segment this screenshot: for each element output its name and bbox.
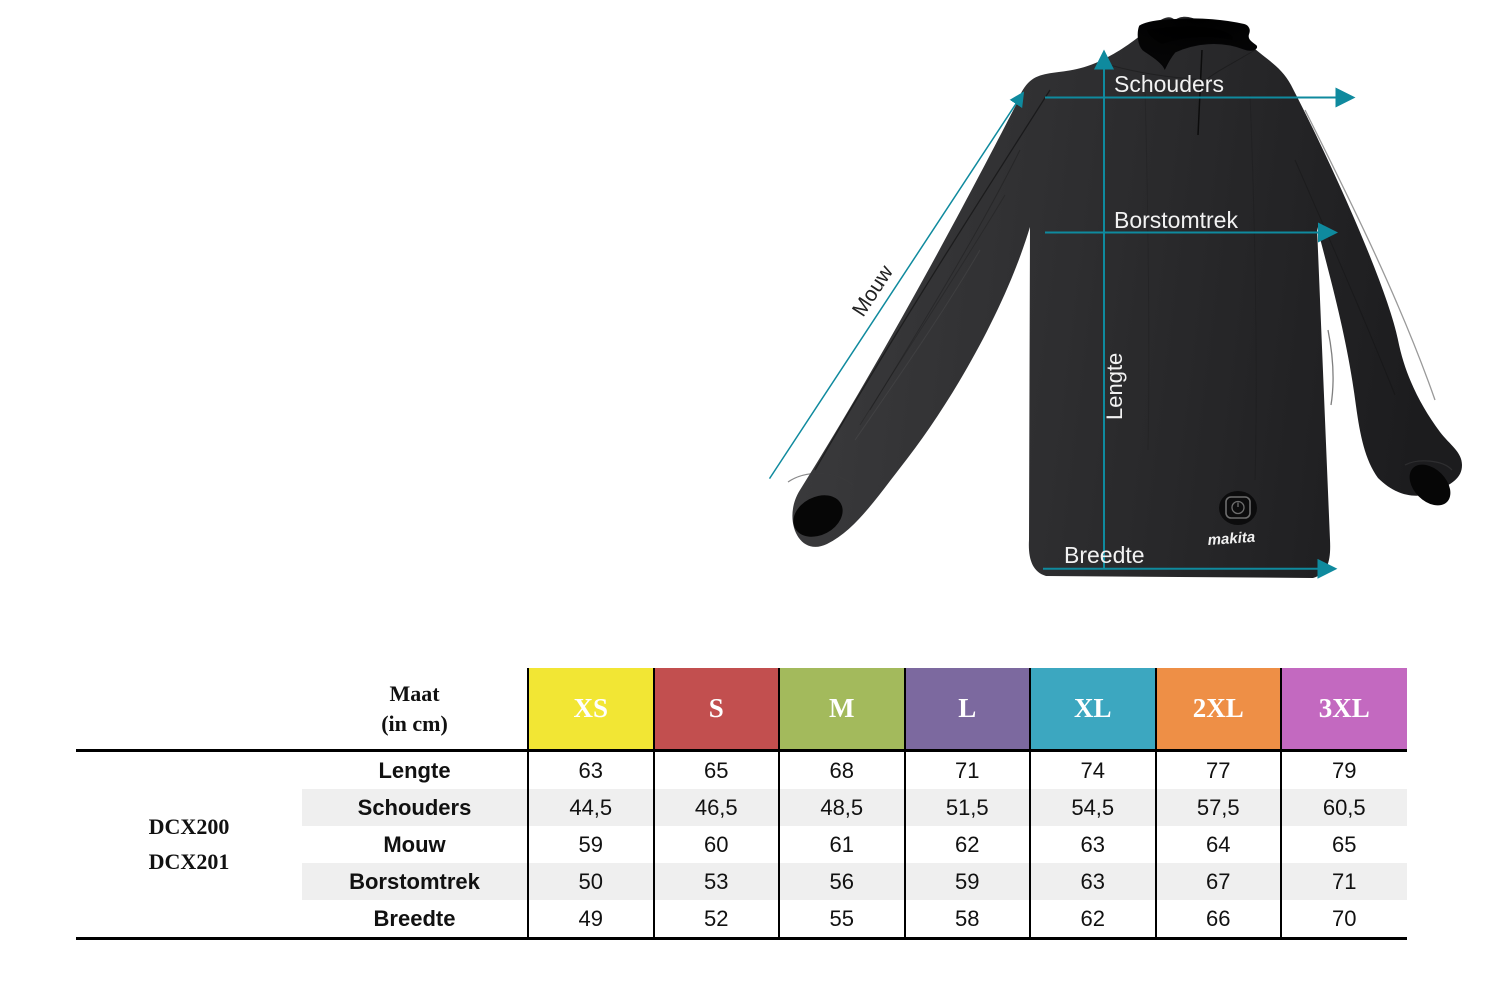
svg-text:Borstomtrek: Borstomtrek xyxy=(1114,207,1238,233)
svg-text:Breedte: Breedte xyxy=(1064,542,1145,568)
svg-text:makita: makita xyxy=(1207,529,1256,549)
svg-text:Lengte: Lengte xyxy=(1102,353,1127,420)
svg-text:Mouw: Mouw xyxy=(848,261,898,321)
svg-text:Schouders: Schouders xyxy=(1114,71,1224,97)
